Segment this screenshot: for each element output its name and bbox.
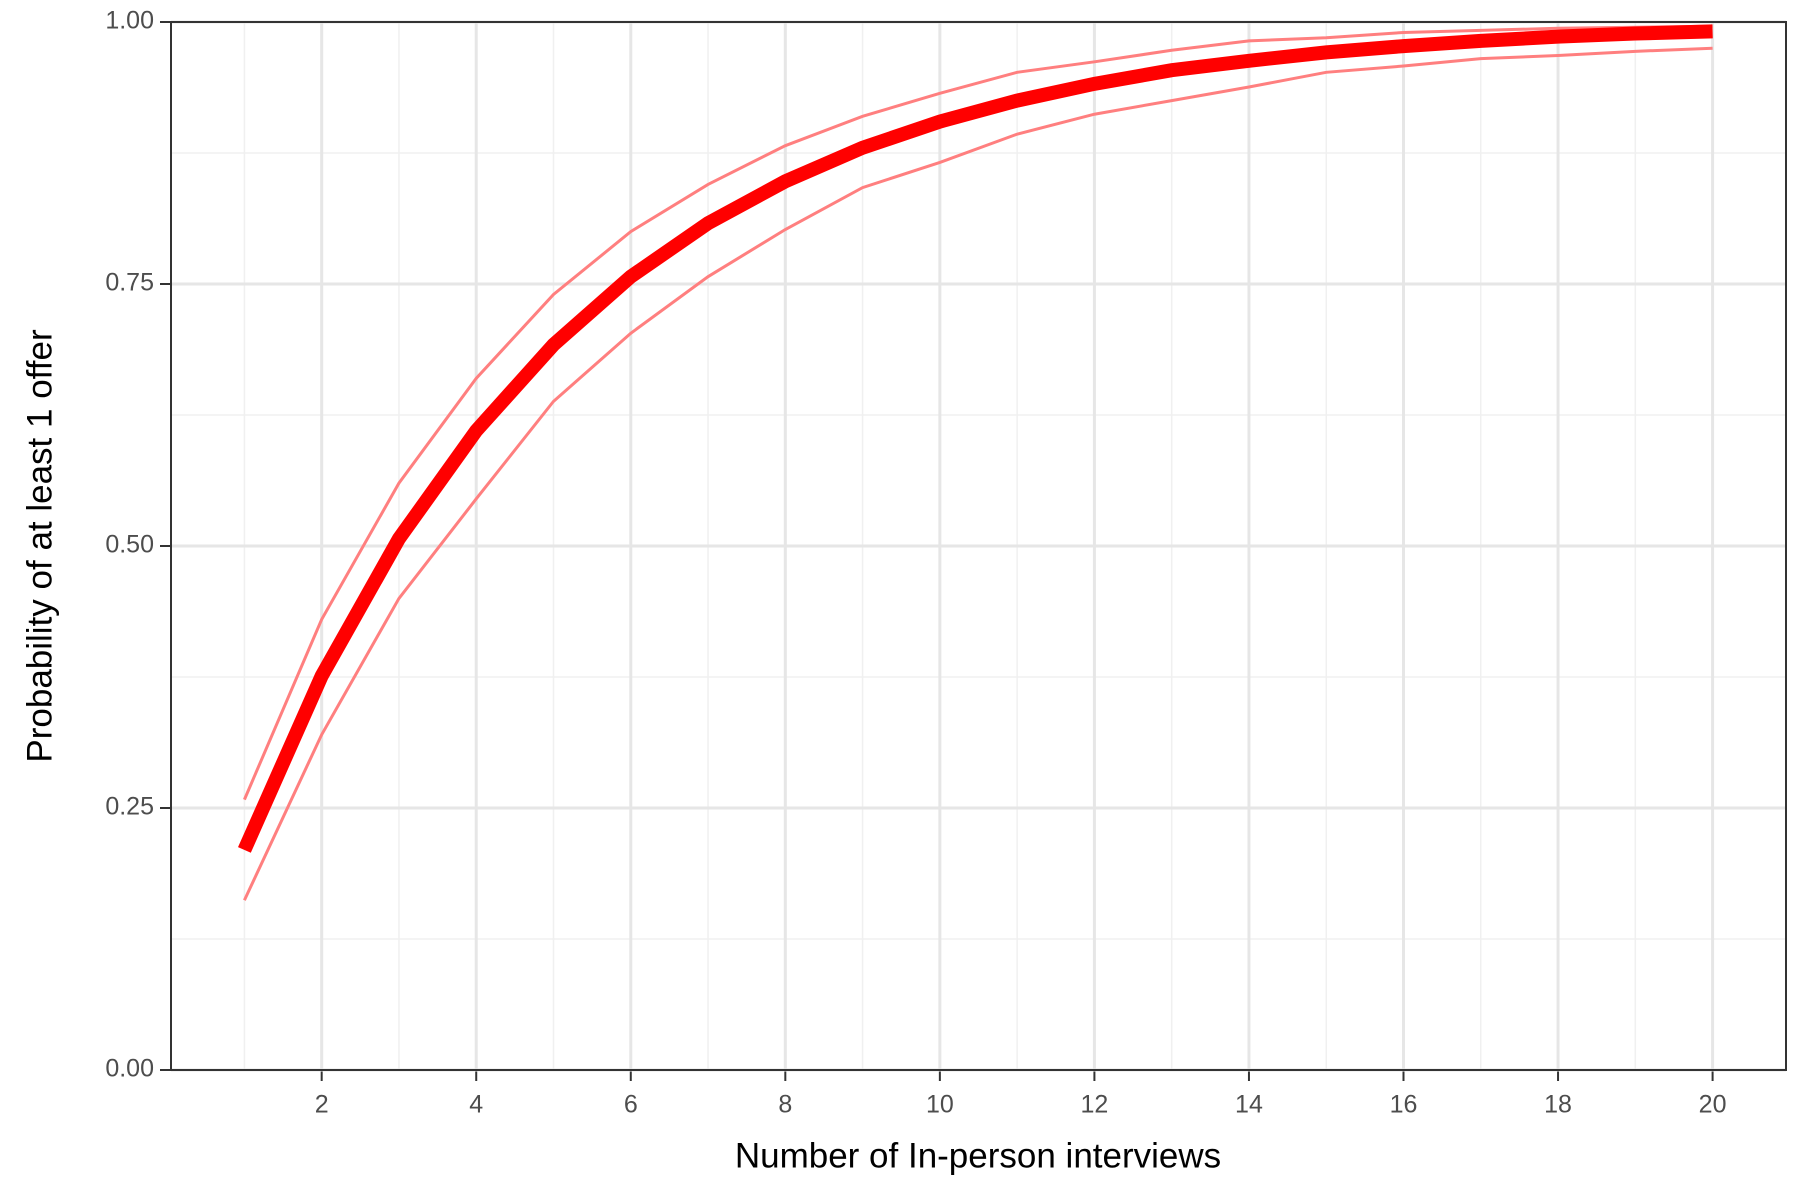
y-tick-label: 0.75 xyxy=(105,269,154,297)
x-tick-label: 20 xyxy=(1699,1091,1727,1119)
x-tick-label: 6 xyxy=(624,1091,638,1119)
x-tick-label: 8 xyxy=(778,1091,792,1119)
x-axis-title: Number of In-person interviews xyxy=(735,1136,1221,1175)
x-tick-label: 2 xyxy=(315,1091,329,1119)
x-tick-label: 10 xyxy=(926,1091,954,1119)
y-tick-label: 0.00 xyxy=(105,1055,154,1083)
y-axis-title: Probability of at least 1 offer xyxy=(20,329,59,763)
x-tick-label: 18 xyxy=(1544,1091,1572,1119)
y-tick-label: 0.50 xyxy=(105,531,154,559)
panel-border xyxy=(170,21,1787,1071)
y-tick-label: 0.25 xyxy=(105,793,154,821)
line xyxy=(238,24,1713,853)
x-tick-label: 14 xyxy=(1235,1091,1263,1119)
y-tick-label: 1.00 xyxy=(105,7,154,35)
x-tick-label: 16 xyxy=(1390,1091,1418,1119)
x-tick-label: 4 xyxy=(469,1091,483,1119)
line xyxy=(243,24,1713,801)
line xyxy=(243,46,1713,901)
x-tick-label: 12 xyxy=(1081,1091,1109,1119)
